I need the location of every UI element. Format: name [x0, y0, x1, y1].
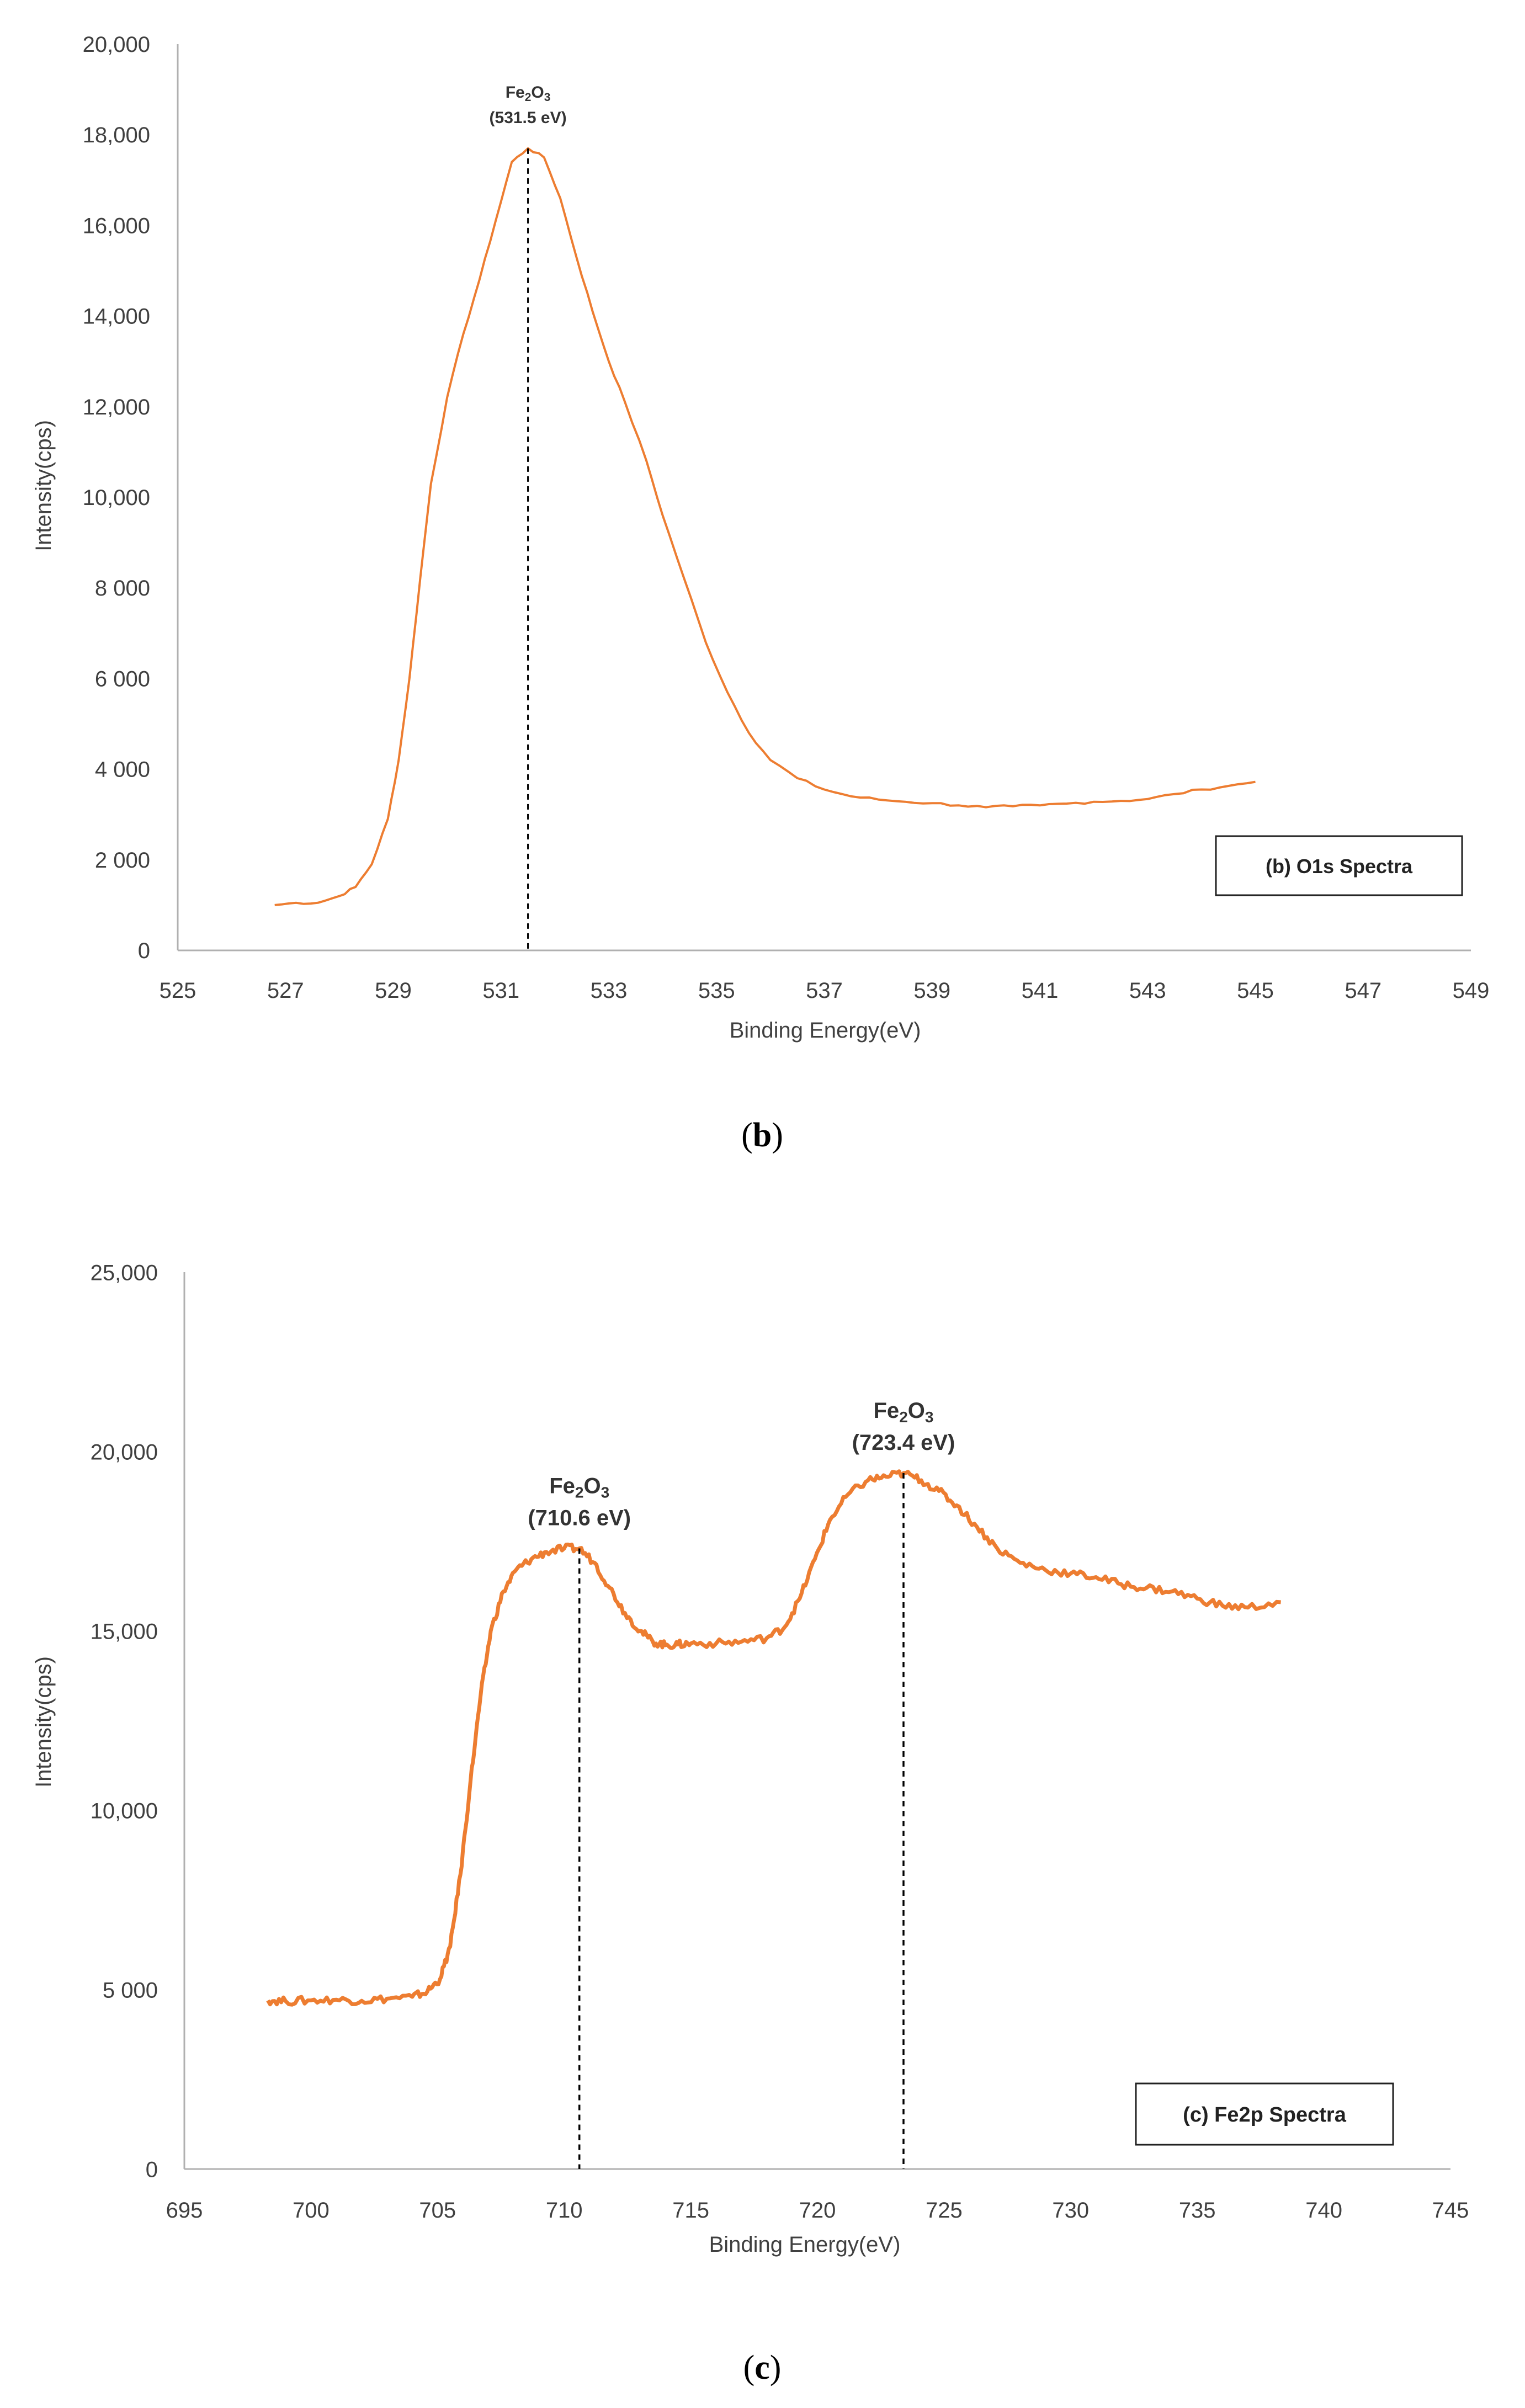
y-tick-label: 0 [138, 939, 150, 963]
x-tick-label: 535 [698, 979, 735, 1003]
legend-box [1215, 835, 1463, 896]
x-tick-label: 745 [1432, 2198, 1469, 2223]
x-tick-labels: 695 700 705 710 715 720 725 730 735 740 745 [166, 2198, 1469, 2223]
y-tick-label: 12,000 [83, 395, 150, 419]
x-axis-title: Binding Energy(eV) [730, 1018, 921, 1043]
x-axis-title: Binding Energy(eV) [709, 2232, 901, 2257]
panel-caption-c: (c) [743, 2349, 782, 2386]
y-tick-label: 2 000 [95, 848, 150, 873]
y-tick-label: 20,000 [91, 1440, 158, 1465]
x-tick-label: 525 [160, 979, 196, 1003]
x-tick-label: 710 [546, 2198, 583, 2223]
y-tick-label: 0 [146, 2158, 158, 2182]
y-tick-label: 10,000 [91, 1799, 158, 1824]
x-tick-label: 547 [1345, 979, 1381, 1003]
x-tick-label: 545 [1237, 979, 1274, 1003]
fe2p-series-line [266, 1469, 1281, 2007]
y-tick-labels: 0 2 000 4 000 6 000 8 000 10,000 12,000 14,000 1… [83, 33, 150, 963]
y-tick-label: 10,000 [83, 486, 150, 510]
legend-label: (c) Fe2p Spectra [1183, 2103, 1347, 2127]
peak-label: Fe2O3 (723.4 eV) [852, 1399, 955, 1455]
x-tick-label: 541 [1022, 979, 1059, 1003]
y-tick-label: 16,000 [83, 214, 150, 238]
x-tick-label: 531 [482, 979, 519, 1003]
peak-label: Fe2O3 (531.5 eV) [490, 83, 567, 127]
y-tick-label: 20,000 [83, 33, 150, 57]
x-tick-label: 527 [267, 979, 304, 1003]
x-tick-label: 695 [166, 2198, 203, 2223]
y-tick-labels: 0 5 000 10,000 15,000 20,000 25,000 [91, 1261, 158, 2182]
y-tick-label: 14,000 [83, 305, 150, 329]
peak-value-label: (723.4 eV) [852, 1431, 955, 1455]
peak-formula: Fe2O3 [874, 1399, 934, 1426]
peak-value-label: (531.5 eV) [490, 109, 567, 127]
x-tick-label: 720 [799, 2198, 836, 2223]
x-tick-label: 705 [419, 2198, 456, 2223]
caption-letter: c [754, 2349, 770, 2386]
caption-letter: b [753, 1117, 772, 1154]
y-tick-label: 15,000 [91, 1620, 158, 1644]
o1s-series-line [274, 147, 1256, 906]
y-tick-label: 18,000 [83, 123, 150, 147]
peak-value-label: (710.6 eV) [528, 1506, 631, 1530]
x-tick-label: 725 [926, 2198, 963, 2223]
y-axis-title: Intensity(cps) [31, 420, 56, 551]
x-tick-label: 730 [1052, 2198, 1089, 2223]
y-tick-label: 5 000 [103, 1979, 158, 2003]
y-axis-title: Intensity(cps) [31, 1656, 56, 1788]
x-tick-label: 549 [1453, 979, 1490, 1003]
x-tick-label: 543 [1129, 979, 1166, 1003]
y-tick-label: 25,000 [91, 1261, 158, 1285]
x-tick-label: 715 [672, 2198, 709, 2223]
y-tick-label: 4 000 [95, 758, 150, 782]
peak-annotations: Fe2O3 (710.6 eV) Fe2O3 (723.4 eV) [528, 1399, 955, 2169]
peak-formula: Fe2O3 [549, 1474, 609, 1501]
x-tick-label: 700 [293, 2198, 330, 2223]
x-tick-label: 537 [806, 979, 843, 1003]
x-tick-label: 735 [1179, 2198, 1216, 2223]
legend-label: (b) O1s Spectra [1266, 855, 1413, 878]
peak-label: Fe2O3 (710.6 eV) [528, 1474, 631, 1530]
y-tick-label: 6 000 [95, 667, 150, 691]
x-tick-label: 533 [591, 979, 628, 1003]
panel-caption-b: (b) [741, 1117, 783, 1154]
o1s-chart: 0 2 000 4 000 6 000 8 000 10,000 12,000 14,000 1… [31, 33, 1489, 1154]
y-tick-label: 8 000 [95, 576, 150, 600]
fe2p-chart: 0 5 000 10,000 15,000 20,000 25,000 695 700 705… [31, 1261, 1469, 2386]
x-tick-label: 740 [1305, 2198, 1342, 2223]
peak-formula: Fe2O3 [506, 83, 551, 104]
peak-annotations: Fe2O3 (531.5 eV) [490, 83, 567, 950]
x-tick-label: 539 [913, 979, 950, 1003]
x-tick-label: 529 [375, 979, 412, 1003]
x-tick-labels: 525 527 529 531 533 535 537 539 541 543 545 547 549 [160, 979, 1490, 1003]
legend-box [1135, 2082, 1394, 2146]
